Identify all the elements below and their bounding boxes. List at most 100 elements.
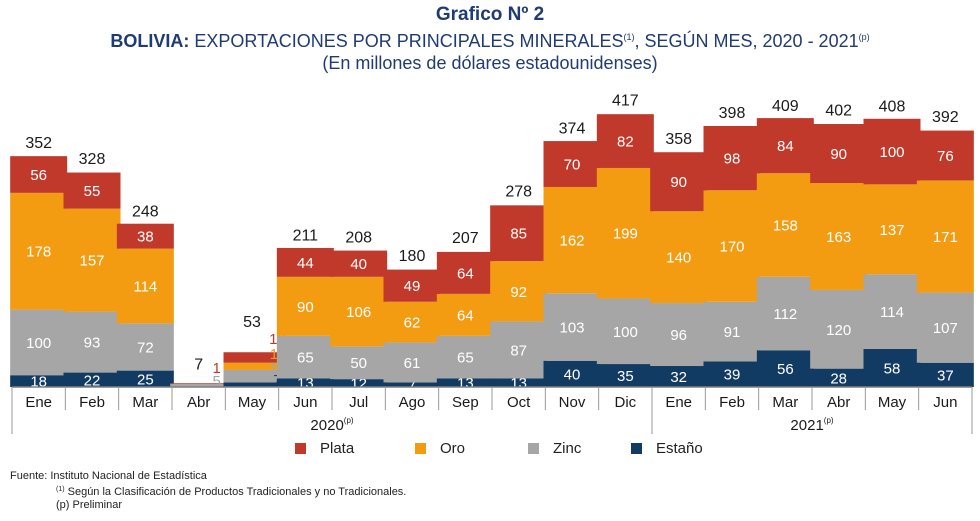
x-tick-label-13: Feb — [719, 394, 745, 411]
bar-estano-16 — [863, 348, 921, 387]
bar-estano-1 — [63, 372, 121, 387]
data-label-zinc-16: 114 — [880, 304, 904, 321]
data-label-plata-12: 90 — [670, 174, 687, 191]
data-label-oro-0: 178 — [26, 244, 51, 261]
data-label-estano-12: 32 — [670, 369, 687, 386]
chart-subtitle: BOLIVIA: EXPORTACIONES POR PRINCIPALES M… — [0, 26, 980, 52]
data-label-plata-5: 44 — [297, 255, 314, 272]
bar-oro-14 — [756, 173, 814, 277]
data-label-zinc-9: 87 — [510, 342, 527, 359]
bar-zinc-8 — [436, 335, 494, 379]
x-tick-label-10: Nov — [559, 394, 586, 411]
data-label-estano-5: 13 — [297, 375, 314, 392]
bar-zinc-2 — [116, 323, 174, 371]
x-tick-label-14: Mar — [772, 394, 798, 411]
total-label-0: 352 — [25, 135, 52, 152]
bar-plata-9 — [490, 205, 548, 262]
bar-oro-9 — [490, 261, 548, 322]
data-label-plata-13: 98 — [724, 151, 741, 168]
data-label-estano-15: 28 — [830, 370, 847, 387]
data-label-estano-10: 40 — [564, 366, 581, 383]
legend-swatch-oro — [415, 443, 426, 454]
data-label-plata-10: 70 — [564, 157, 581, 174]
data-label-estano-16: 58 — [884, 360, 901, 377]
footer-source: Fuente: Instituto Nacional de Estadístic… — [10, 470, 207, 482]
bar-estano-17 — [916, 362, 974, 387]
x-tick-label-1: Feb — [79, 394, 105, 411]
bar-plata-8 — [436, 251, 494, 294]
bar-zinc-6 — [330, 346, 388, 380]
footer-note-1: (1) Según la Clasificación de Productos … — [10, 483, 406, 499]
bar-estano-0 — [10, 375, 68, 387]
data-label-estano-1: 22 — [84, 372, 101, 389]
data-label-oro-5: 90 — [297, 299, 314, 316]
chart-footer: Fuente: Instituto Nacional de Estadístic… — [10, 470, 406, 512]
total-label-9: 278 — [505, 184, 532, 201]
data-label-oro-11: 199 — [613, 226, 638, 243]
bar-zinc-15 — [810, 289, 868, 369]
data-label-oro-7: 62 — [404, 315, 421, 332]
bar-plata-6 — [330, 250, 388, 277]
legend-label-estano: Estaño — [656, 440, 703, 457]
bar-oro-10 — [543, 186, 601, 294]
bar-estano-5 — [276, 378, 334, 387]
chart-header: Grafico Nº 2 BOLIVIA: EXPORTACIONES POR … — [0, 4, 980, 74]
bar-oro-7 — [383, 301, 441, 343]
footer-note-2: (p) Preliminar — [56, 499, 123, 511]
subtitle-country: BOLIVIA: — [110, 31, 190, 51]
group-label-2021: 2021(p) — [790, 416, 833, 434]
data-label-plata-17: 76 — [937, 148, 954, 165]
bar-plata-12 — [650, 152, 708, 212]
bar-estano-8 — [436, 378, 494, 387]
data-label-zinc-3: 5 — [212, 373, 220, 390]
x-tick-label-11: Dic — [614, 394, 636, 411]
legend-item-estano: Estaño — [631, 440, 703, 457]
total-label-5: 211 — [293, 228, 319, 245]
total-label-2: 248 — [132, 203, 159, 220]
data-label-oro-6: 106 — [346, 304, 371, 321]
bar-zinc-11 — [596, 298, 654, 365]
footer-note-1-text: Según la Clasificación de Productos Trad… — [64, 486, 407, 498]
data-label-oro-17: 171 — [933, 229, 958, 246]
data-label-estano-7: 7 — [408, 377, 416, 394]
data-label-oro-10: 162 — [559, 233, 584, 250]
bar-plata-16 — [863, 118, 921, 185]
bar-zinc-16 — [863, 274, 921, 349]
legend-item-oro: Oro — [415, 440, 465, 457]
data-label-plata-1: 55 — [84, 183, 101, 200]
data-label-oro-8: 64 — [457, 307, 474, 324]
x-tick-label-6: Jul — [349, 394, 368, 411]
bar-plata-15 — [810, 124, 868, 184]
bar-oro-15 — [810, 183, 868, 290]
total-label-12: 358 — [665, 131, 692, 148]
bar-plata-11 — [596, 114, 654, 168]
bar-zinc-14 — [756, 276, 814, 351]
data-label-oro-2: 114 — [133, 279, 157, 296]
bar-plata-0 — [10, 156, 68, 193]
bar-zinc-9 — [490, 321, 548, 379]
bar-zinc-10 — [543, 293, 601, 361]
data-label-zinc-6: 50 — [350, 355, 367, 372]
data-label-plata-8: 64 — [457, 265, 474, 282]
x-tick-label-12: Ene — [665, 394, 692, 411]
bar-oro-8 — [436, 293, 494, 336]
data-label-zinc-17: 107 — [933, 320, 958, 337]
bar-oro-16 — [863, 184, 921, 275]
legend-item-plata: Plata — [295, 440, 354, 457]
bar-plata-17 — [916, 130, 974, 181]
subtitle-preliminary-marker: (p) — [858, 32, 870, 42]
data-label-estano-11: 35 — [617, 368, 634, 385]
data-label-oro-15: 163 — [826, 229, 851, 246]
chart-legend: Plata Oro Zinc Estaño — [0, 440, 980, 464]
bar-zinc-7 — [383, 342, 441, 383]
bar-oro-1 — [63, 208, 121, 312]
bar-oro-11 — [596, 167, 654, 299]
data-label-zinc-15: 120 — [826, 322, 851, 339]
data-label-zinc-14: 112 — [773, 306, 797, 323]
bar-zinc-13 — [703, 301, 761, 362]
data-label-plata-6: 40 — [350, 256, 367, 273]
data-label-zinc-5: 65 — [297, 350, 314, 367]
data-label-plata-2: 38 — [137, 229, 154, 246]
data-label-plata-0: 56 — [30, 167, 47, 184]
